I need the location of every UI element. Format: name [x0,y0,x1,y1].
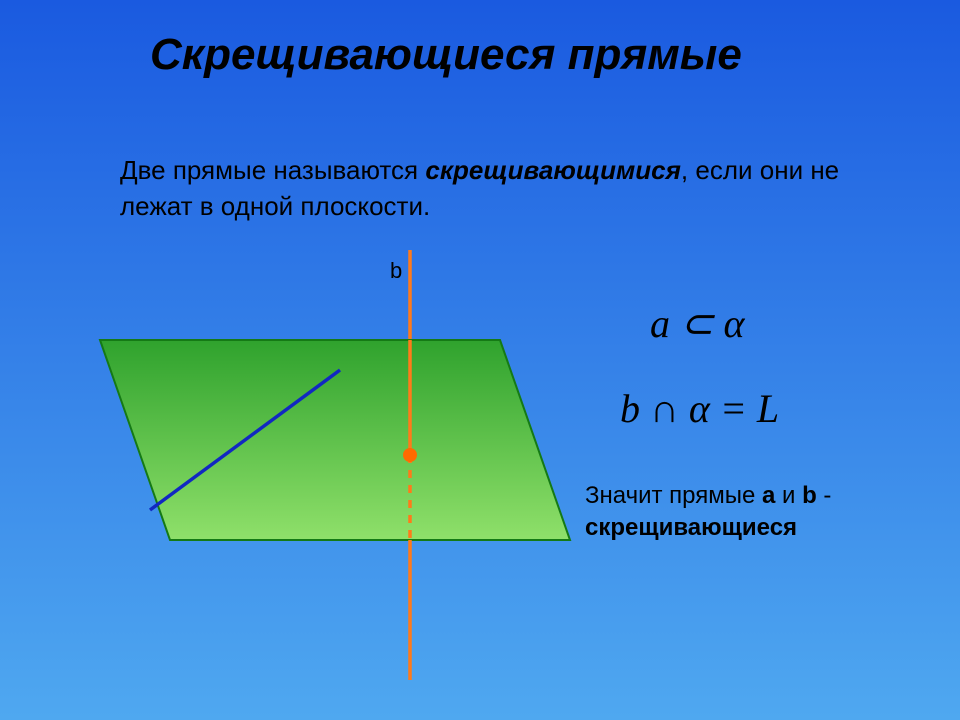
slide-content: Скрещивающиеся прямые Две прямые называю… [0,0,960,720]
conclusion-mid: и [775,482,802,509]
formula-b-intersect-alpha: b ∩ α = L [620,385,779,432]
conclusion-a: a [762,482,775,509]
geometry-diagram [40,250,600,690]
definition-prefix: Две прямые называются [120,155,425,185]
point-l [403,448,417,462]
conclusion-dash: - [817,482,832,509]
conclusion-b: b [802,482,817,509]
definition-text: Две прямые называются скрещивающимися, е… [120,152,860,225]
conclusion-tail: скрещивающиеся [585,514,797,541]
slide-title: Скрещивающиеся прямые [150,30,830,81]
formula-a-subset-alpha: a ⊂ α [650,300,745,347]
conclusion-text: Значит прямые a и b - скрещивающиеся [585,480,925,545]
plane-alpha [100,340,570,540]
definition-emphasis: скрещивающимися [425,155,681,185]
conclusion-prefix: Значит прямые [585,482,762,509]
